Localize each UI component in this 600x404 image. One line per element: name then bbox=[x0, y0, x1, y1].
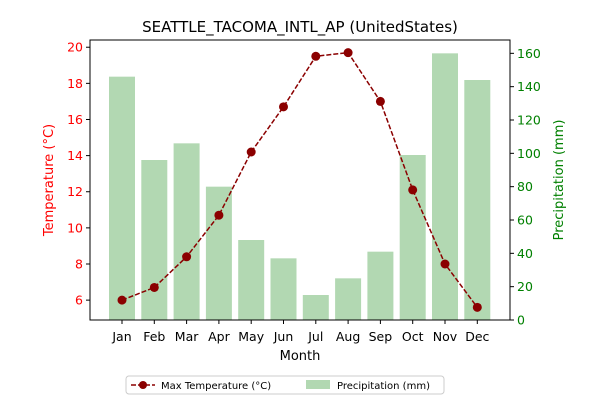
right-axis-label: Precipitation (mm) bbox=[552, 120, 567, 241]
precip-bar-apr bbox=[205, 186, 232, 320]
left-axis: 6 8 10 12 14 16 18 20 bbox=[67, 40, 90, 308]
left-tick-label: 18 bbox=[67, 76, 83, 91]
legend-bar-swatch bbox=[306, 380, 330, 389]
temp-point-feb bbox=[149, 282, 159, 292]
left-tick-label: 16 bbox=[67, 112, 83, 127]
precip-bar-jun bbox=[270, 258, 297, 320]
right-tick-label: 160 bbox=[517, 46, 541, 61]
precip-bar-jan bbox=[109, 76, 135, 321]
legend-label-precipitation: Precipitation (mm) bbox=[337, 381, 430, 392]
temp-point-mar bbox=[182, 252, 192, 262]
temp-point-may bbox=[246, 147, 256, 157]
right-tick-label: 40 bbox=[517, 246, 533, 261]
temp-point-jun bbox=[279, 102, 288, 112]
legend: Max Temperature (°C) Precipitation (mm) bbox=[125, 375, 445, 395]
legend-line-marker bbox=[139, 381, 147, 389]
left-tick-label: 20 bbox=[67, 40, 83, 55]
temp-point-oct bbox=[408, 185, 418, 195]
plot-frame bbox=[89, 39, 511, 321]
legend-label-temperature: Max Temperature (°C) bbox=[161, 381, 271, 392]
right-axis: 0 20 40 60 80 100 120 140 160 bbox=[510, 46, 541, 328]
right-tick-label: 0 bbox=[517, 313, 525, 328]
temp-point-jul bbox=[311, 51, 321, 61]
precip-bar-mar bbox=[173, 143, 200, 320]
left-tick-label: 8 bbox=[75, 257, 83, 272]
precip-bar-nov bbox=[432, 53, 458, 320]
legend-box bbox=[125, 375, 445, 395]
x-tick-label: Oct bbox=[402, 329, 424, 344]
x-tick-label: Dec bbox=[465, 329, 489, 344]
x-tick-label: Jun bbox=[273, 329, 294, 344]
left-tick-label: 14 bbox=[67, 148, 83, 163]
x-axis-label: Month bbox=[280, 349, 321, 364]
right-tick-label: 60 bbox=[517, 213, 533, 228]
right-tick-label: 100 bbox=[517, 146, 541, 161]
x-tick-label: Feb bbox=[143, 329, 165, 344]
right-tick-label: 140 bbox=[517, 79, 541, 94]
left-tick-label: 10 bbox=[67, 220, 83, 235]
temperature-line bbox=[117, 48, 482, 312]
right-tick-label: 20 bbox=[517, 279, 533, 294]
precip-bar-sep bbox=[367, 251, 394, 320]
precipitation-bars bbox=[109, 53, 491, 321]
x-tick-label: Jul bbox=[307, 329, 323, 344]
temp-point-jan bbox=[117, 295, 127, 305]
left-tick-label: 12 bbox=[67, 184, 83, 199]
right-tick-label: 80 bbox=[517, 179, 533, 194]
temp-point-sep bbox=[375, 96, 385, 106]
x-tick-label: Nov bbox=[433, 329, 458, 344]
precip-bar-aug bbox=[335, 278, 362, 320]
x-tick-label: Sep bbox=[369, 329, 393, 344]
left-axis-label: Temperature (°C) bbox=[42, 124, 57, 237]
x-axis: Jan Feb Mar Apr May Jun Jul Aug Sep Oct Nov Dec bbox=[111, 320, 490, 344]
temp-point-nov bbox=[440, 259, 450, 269]
x-tick-label: Mar bbox=[175, 329, 199, 344]
right-tick-label: 120 bbox=[517, 113, 541, 128]
chart-title: SEATTLE_TACOMA_INTL_AP (UnitedStates) bbox=[142, 18, 458, 37]
temp-point-dec bbox=[472, 302, 482, 312]
precip-bar-may bbox=[238, 240, 265, 320]
x-tick-label: Jan bbox=[111, 329, 131, 344]
x-tick-label: Aug bbox=[336, 329, 360, 344]
temp-point-aug bbox=[343, 48, 353, 58]
precip-bar-jul bbox=[302, 295, 329, 320]
left-tick-label: 6 bbox=[75, 293, 83, 308]
precip-bar-feb bbox=[141, 160, 168, 320]
precip-bar-oct bbox=[399, 155, 426, 320]
precip-bar-dec bbox=[464, 80, 491, 320]
temp-point-apr bbox=[214, 210, 224, 220]
x-tick-label: Apr bbox=[208, 329, 230, 344]
temperature-line-path bbox=[121, 51, 478, 308]
x-tick-label: May bbox=[238, 329, 264, 344]
